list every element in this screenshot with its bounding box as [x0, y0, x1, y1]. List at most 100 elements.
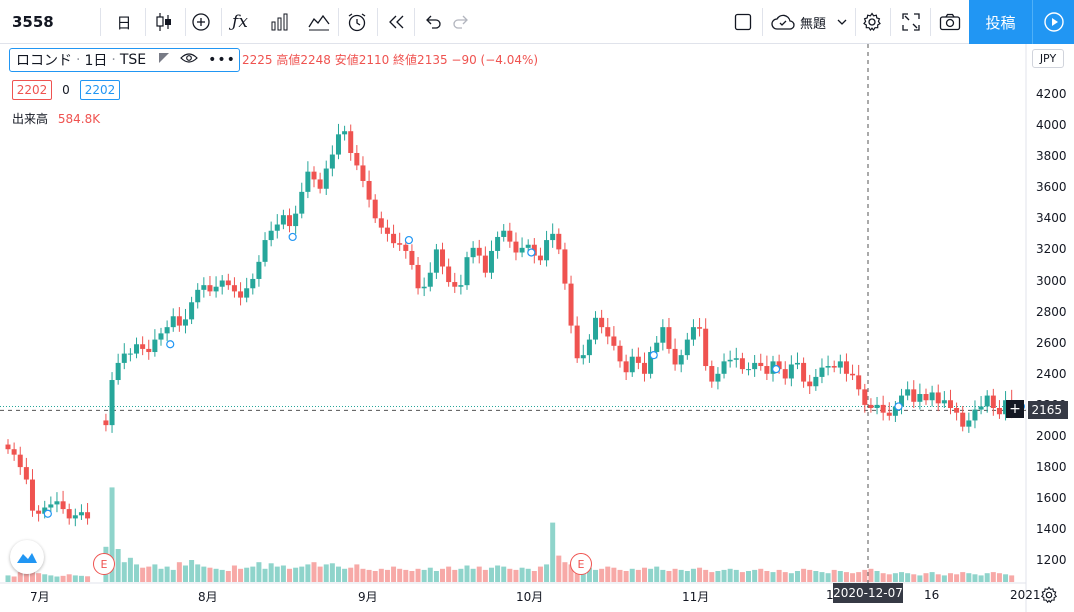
- candle-body: [446, 266, 452, 283]
- volume-bar: [874, 571, 880, 582]
- candle-style-icon[interactable]: [150, 0, 178, 44]
- candle-body: [121, 353, 127, 363]
- settings-gear-icon[interactable]: [859, 0, 885, 44]
- legend-dot: ·: [111, 52, 116, 68]
- candle-body: [513, 241, 519, 253]
- candle-body: [837, 361, 843, 368]
- layout-square-icon[interactable]: [730, 0, 756, 44]
- volume-bar: [807, 569, 813, 582]
- volume-bar: [207, 567, 213, 582]
- volume-bar: [960, 572, 966, 582]
- candle-body: [299, 191, 305, 214]
- bid-badge[interactable]: 2202: [12, 80, 52, 100]
- ohlc-values: 2225 高値2248 安値2110 終値2135 −90 (−4.04%): [242, 51, 538, 68]
- volume-bar: [831, 569, 837, 582]
- volume-bar: [917, 575, 923, 582]
- candle-body: [880, 404, 886, 413]
- price-tick-label: 2800: [1036, 304, 1067, 319]
- undo-icon[interactable]: [420, 0, 446, 44]
- time-tick-label: 8月: [198, 590, 218, 604]
- cloud-save-icon[interactable]: [768, 0, 798, 44]
- add-indicator-icon[interactable]: [188, 0, 214, 44]
- candle-body: [250, 278, 256, 289]
- redo-icon[interactable]: [448, 0, 474, 44]
- candle-body: [323, 168, 329, 189]
- volume-bar: [562, 562, 568, 582]
- earnings-event-badge[interactable]: E: [93, 553, 115, 575]
- publish-button[interactable]: 投稿: [969, 0, 1032, 44]
- candle-body: [629, 356, 635, 373]
- volume-bar: [140, 567, 146, 582]
- fullscreen-icon[interactable]: [897, 0, 925, 44]
- volume-bar: [972, 574, 978, 582]
- candle-body: [641, 362, 647, 374]
- volume-bar: [66, 574, 72, 582]
- bar-chart-icon[interactable]: [266, 0, 294, 44]
- candle-body: [972, 409, 978, 421]
- chevron-down-icon[interactable]: [834, 0, 850, 44]
- volume-bar: [262, 568, 268, 582]
- price-chart[interactable]: [0, 44, 1074, 612]
- time-tick-label: 10月: [516, 590, 544, 604]
- volume-bar: [170, 569, 176, 582]
- volume-bar: [758, 568, 764, 582]
- flag-icon[interactable]: [158, 52, 170, 68]
- volume-bar: [819, 572, 825, 582]
- candle-body: [905, 389, 911, 396]
- more-options-icon[interactable]: •••: [208, 52, 236, 68]
- volume-bar: [635, 569, 641, 582]
- candle-body: [507, 230, 513, 242]
- candle-body: [788, 364, 794, 379]
- candle-body: [72, 515, 78, 519]
- volume-bar: [60, 575, 66, 582]
- function-icon[interactable]: ƒx: [232, 12, 248, 32]
- currency-label[interactable]: JPY: [1032, 49, 1064, 68]
- compare-chart-icon[interactable]: [305, 0, 333, 44]
- series-legend[interactable]: ロコンド · 1日 · TSE •••: [9, 48, 240, 72]
- volume-bar: [654, 566, 660, 582]
- dividend-marker: [288, 232, 297, 242]
- volume-bar: [733, 569, 739, 582]
- volume-bar: [109, 487, 115, 582]
- volume-bar: [794, 571, 800, 582]
- interval-button[interactable]: 日: [116, 13, 132, 32]
- tradingview-logo-icon[interactable]: [10, 540, 44, 574]
- candle-body: [415, 264, 421, 289]
- earnings-event-badge[interactable]: E: [570, 553, 592, 575]
- candle-body: [537, 255, 543, 261]
- volume-bar: [440, 568, 446, 582]
- settings-gear-icon[interactable]: [1040, 586, 1058, 604]
- alert-clock-icon[interactable]: [342, 0, 372, 44]
- volume-bar: [11, 576, 17, 582]
- layout-name[interactable]: 無題: [799, 16, 826, 32]
- plus-icon[interactable]: +: [1006, 400, 1024, 418]
- volume-bar: [801, 568, 807, 582]
- volume-bar: [372, 571, 378, 582]
- price-tick-label: 3600: [1036, 180, 1067, 195]
- candle-body: [856, 375, 862, 390]
- candle-body: [342, 131, 348, 135]
- volume-bar: [391, 566, 397, 582]
- volume-bar: [72, 575, 78, 582]
- eye-icon[interactable]: [180, 52, 198, 68]
- volume-bar: [868, 568, 874, 582]
- volume-bar: [464, 565, 470, 582]
- symbol-search[interactable]: 3558: [12, 13, 54, 31]
- volume-bar: [782, 572, 788, 582]
- volume-bar: [770, 572, 776, 582]
- candle-body: [660, 327, 666, 343]
- last-price-tag: + 2165: [1006, 400, 1068, 419]
- replay-icon[interactable]: [383, 0, 411, 44]
- candle-body: [593, 317, 599, 340]
- play-icon[interactable]: [1032, 0, 1074, 44]
- snapshot-camera-icon[interactable]: [935, 0, 965, 44]
- volume-bar: [152, 564, 158, 582]
- candle-body: [421, 286, 427, 289]
- toolbar-divider: [221, 8, 222, 36]
- candle-body: [996, 408, 1002, 415]
- volume-bar: [641, 567, 647, 582]
- volume-bar: [929, 572, 935, 582]
- ask-badge[interactable]: 2202: [80, 80, 120, 100]
- volume-bar: [886, 574, 892, 582]
- toolbar-divider: [414, 8, 415, 36]
